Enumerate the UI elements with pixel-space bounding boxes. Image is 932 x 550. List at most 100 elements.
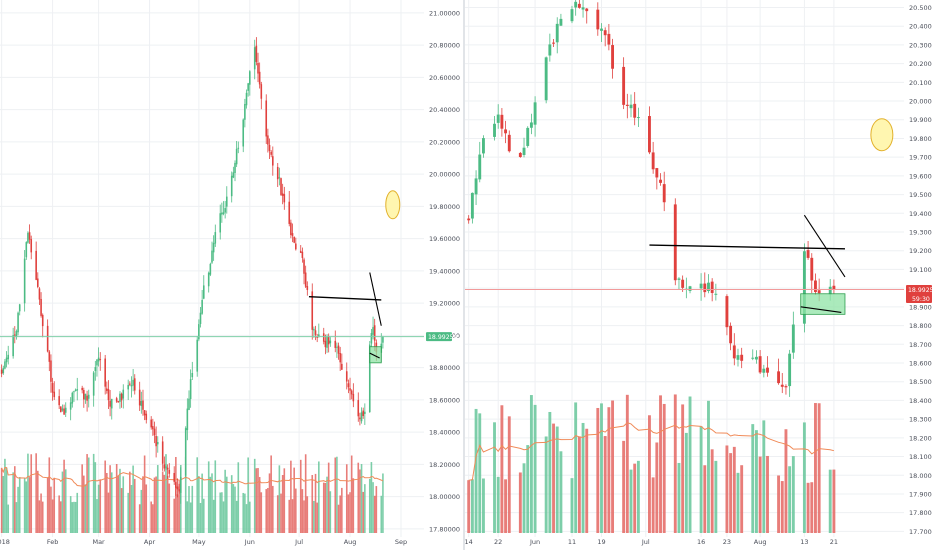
candle[interactable] (522, 137, 526, 158)
candle[interactable] (467, 215, 471, 224)
candle[interactable] (306, 281, 309, 296)
candle[interactable] (504, 120, 508, 144)
candle[interactable] (699, 273, 703, 301)
candle[interactable] (336, 342, 338, 358)
candle[interactable] (758, 350, 762, 375)
candle[interactable] (247, 82, 249, 97)
candle[interactable] (99, 352, 102, 371)
candle[interactable] (777, 358, 781, 385)
candle[interactable] (526, 126, 530, 148)
candle[interactable] (127, 379, 129, 401)
candle[interactable] (559, 13, 563, 26)
candle[interactable] (81, 385, 83, 394)
candle[interactable] (362, 407, 364, 419)
candle[interactable] (50, 354, 52, 393)
candle[interactable] (76, 377, 79, 401)
candle[interactable] (74, 388, 77, 392)
candle[interactable] (92, 371, 95, 407)
candle[interactable] (339, 346, 341, 371)
candle[interactable] (142, 389, 144, 416)
candle[interactable] (96, 358, 98, 377)
left-candles[interactable] (0, 37, 384, 504)
candle[interactable] (600, 23, 603, 43)
candle[interactable] (150, 416, 152, 430)
candle[interactable] (179, 467, 182, 504)
candle[interactable] (729, 322, 733, 351)
candle[interactable] (350, 389, 353, 400)
candle[interactable] (360, 407, 363, 424)
candle[interactable] (163, 456, 166, 472)
candle[interactable] (156, 436, 159, 453)
candle[interactable] (762, 364, 766, 378)
candle[interactable] (291, 223, 294, 243)
candle[interactable] (46, 319, 49, 353)
candle[interactable] (326, 334, 328, 353)
candle[interactable] (30, 235, 33, 260)
candle[interactable] (60, 406, 62, 413)
candle[interactable] (548, 33, 552, 62)
candle[interactable] (334, 330, 337, 353)
candle[interactable] (347, 379, 350, 394)
candle[interactable] (766, 356, 769, 377)
candle[interactable] (313, 326, 315, 338)
candle[interactable] (345, 362, 348, 390)
candle[interactable] (224, 200, 226, 219)
candle[interactable] (280, 177, 282, 197)
candle[interactable] (87, 389, 90, 408)
candle[interactable] (352, 383, 355, 408)
candle[interactable] (673, 198, 677, 286)
candle[interactable] (725, 294, 729, 336)
candle[interactable] (496, 104, 500, 129)
candle[interactable] (555, 17, 559, 54)
candle[interactable] (518, 152, 522, 158)
candle[interactable] (318, 323, 320, 338)
candle[interactable] (104, 354, 106, 395)
candle[interactable] (153, 421, 156, 444)
candle[interactable] (478, 141, 482, 183)
candle[interactable] (810, 253, 814, 294)
candle[interactable] (585, 7, 589, 24)
candle[interactable] (258, 62, 261, 89)
candle[interactable] (145, 410, 148, 424)
candle[interactable] (507, 130, 511, 153)
candle[interactable] (28, 224, 31, 244)
candle[interactable] (237, 141, 240, 154)
candle[interactable] (544, 56, 548, 104)
candle[interactable] (703, 272, 707, 298)
candle[interactable] (814, 273, 817, 296)
candle[interactable] (165, 463, 167, 470)
candle[interactable] (201, 289, 203, 315)
candle[interactable] (662, 171, 666, 212)
candle[interactable] (552, 38, 555, 48)
candle[interactable] (278, 167, 281, 186)
candle[interactable] (117, 400, 120, 403)
candle[interactable] (311, 283, 314, 340)
candle[interactable] (629, 94, 633, 118)
candle[interactable] (736, 348, 740, 367)
candle[interactable] (186, 398, 189, 441)
candle[interactable] (225, 186, 228, 214)
candle[interactable] (611, 38, 615, 79)
candle[interactable] (73, 390, 75, 402)
candle[interactable] (268, 138, 271, 159)
candle[interactable] (316, 333, 318, 343)
candle[interactable] (382, 335, 384, 349)
candle[interactable] (58, 389, 60, 409)
candle[interactable] (329, 337, 332, 347)
candle[interactable] (293, 236, 295, 244)
candle[interactable] (234, 160, 236, 182)
candle[interactable] (61, 404, 64, 412)
candle[interactable] (245, 89, 248, 109)
candle[interactable] (48, 350, 51, 372)
candle[interactable] (106, 381, 108, 394)
candle[interactable] (577, 0, 581, 9)
candle[interactable] (211, 241, 213, 264)
candle[interactable] (500, 108, 504, 137)
candle[interactable] (349, 377, 351, 400)
candle[interactable] (802, 243, 806, 333)
candle[interactable] (5, 351, 8, 368)
candle[interactable] (341, 353, 343, 371)
candle[interactable] (470, 192, 474, 224)
candle[interactable] (276, 162, 279, 188)
candle[interactable] (732, 333, 736, 366)
